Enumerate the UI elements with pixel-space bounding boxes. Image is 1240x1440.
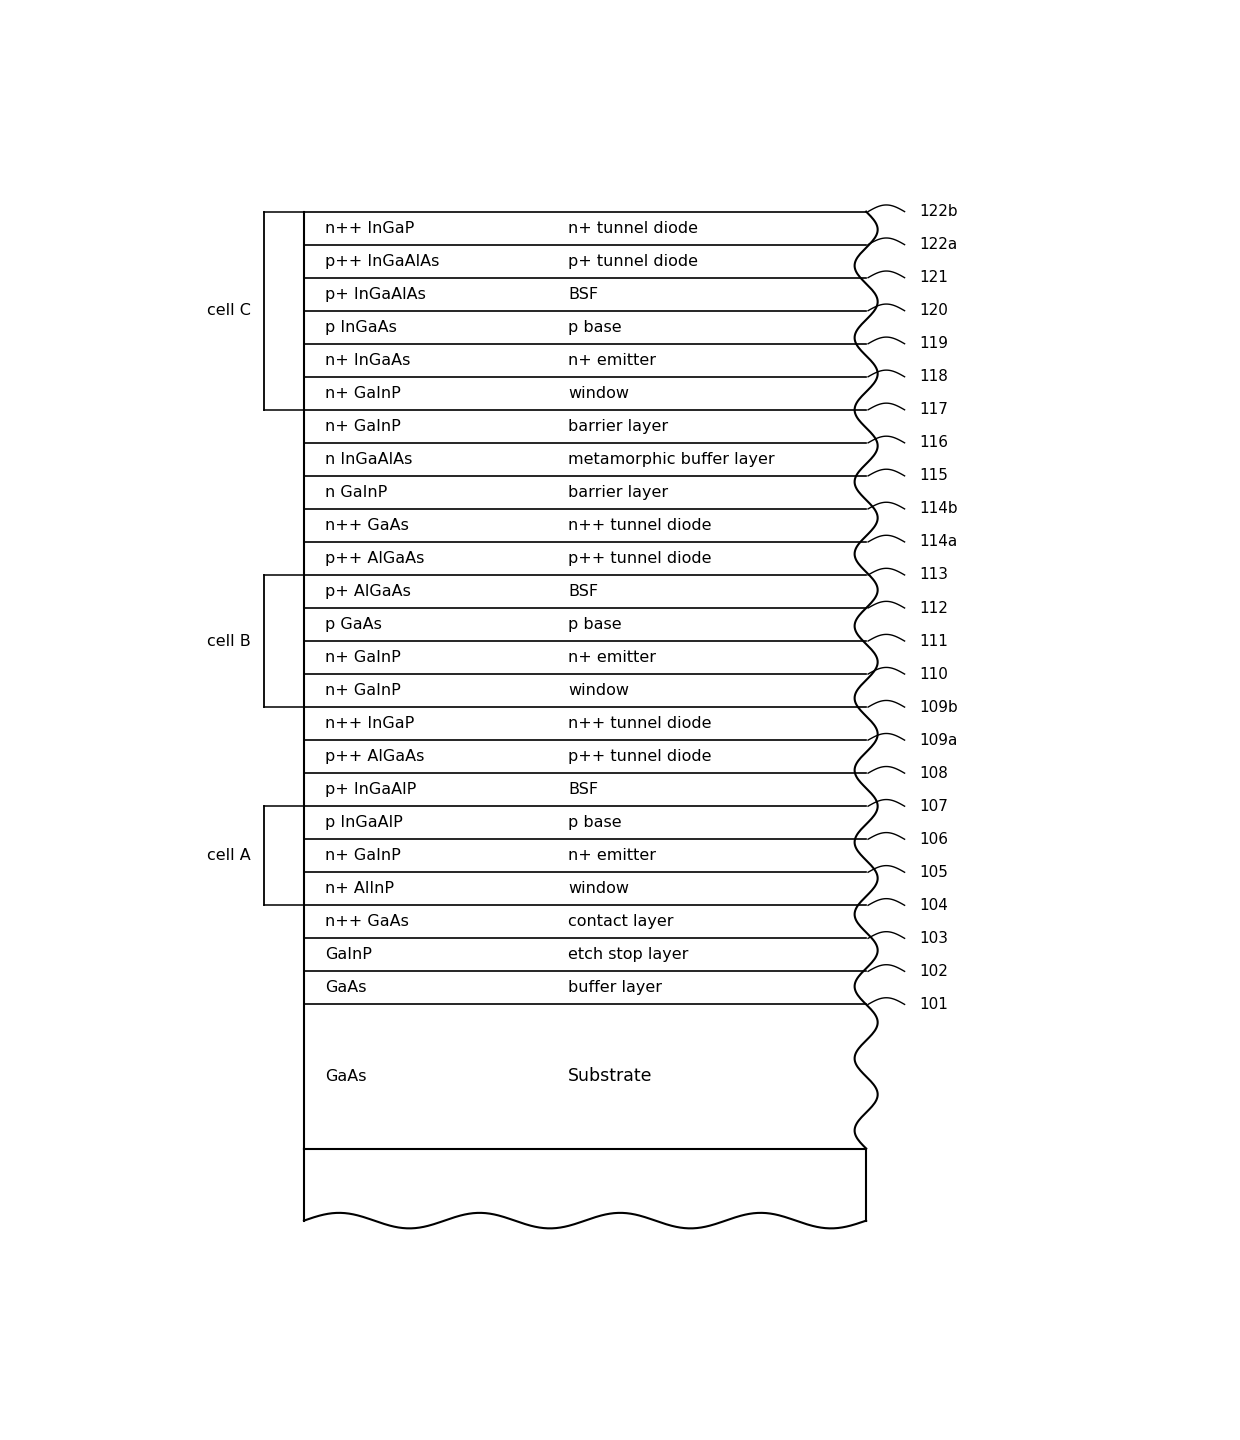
Text: contact layer: contact layer [568,914,673,929]
Text: 113: 113 [919,567,949,582]
Text: 109a: 109a [919,733,957,747]
Text: buffer layer: buffer layer [568,981,662,995]
Text: n InGaAlAs: n InGaAlAs [325,452,413,467]
Text: n+ InGaAs: n+ InGaAs [325,353,410,367]
Text: p GaAs: p GaAs [325,616,382,632]
Text: 110: 110 [919,667,947,681]
Text: n+ GaInP: n+ GaInP [325,386,401,400]
Text: barrier layer: barrier layer [568,485,668,500]
Text: BSF: BSF [568,287,599,302]
Text: p+ InGaAlP: p+ InGaAlP [325,782,417,798]
Text: n++ InGaP: n++ InGaP [325,220,414,236]
Text: p base: p base [568,320,621,334]
Text: p++ tunnel diode: p++ tunnel diode [568,749,712,765]
Text: cell C: cell C [207,304,250,318]
Text: 101: 101 [919,996,947,1012]
Text: cell A: cell A [207,848,250,863]
Text: n++ InGaP: n++ InGaP [325,716,414,732]
Text: 122a: 122a [919,238,957,252]
Text: Substrate: Substrate [568,1067,652,1086]
Text: n+ GaInP: n+ GaInP [325,848,401,863]
Text: n++ tunnel diode: n++ tunnel diode [568,518,712,533]
Text: 105: 105 [919,865,947,880]
Text: 122b: 122b [919,204,957,219]
Text: etch stop layer: etch stop layer [568,948,688,962]
Text: 102: 102 [919,963,947,979]
Text: p++ tunnel diode: p++ tunnel diode [568,552,712,566]
Text: n+ emitter: n+ emitter [568,649,656,665]
Text: window: window [568,386,629,400]
Text: n+ tunnel diode: n+ tunnel diode [568,220,698,236]
Text: n+ AlInP: n+ AlInP [325,881,394,896]
Text: p+ AlGaAs: p+ AlGaAs [325,585,410,599]
Text: 106: 106 [919,832,949,847]
Text: p++ AlGaAs: p++ AlGaAs [325,749,424,765]
Text: p++ InGaAlAs: p++ InGaAlAs [325,253,439,269]
Text: metamorphic buffer layer: metamorphic buffer layer [568,452,775,467]
Text: 115: 115 [919,468,947,484]
Text: GaAs: GaAs [325,1068,367,1084]
Text: n++ GaAs: n++ GaAs [325,518,409,533]
Text: window: window [568,881,629,896]
Text: p++ AlGaAs: p++ AlGaAs [325,552,424,566]
Text: n+ emitter: n+ emitter [568,848,656,863]
Text: 116: 116 [919,435,949,451]
Text: p base: p base [568,616,621,632]
Text: 121: 121 [919,271,947,285]
Text: n+ GaInP: n+ GaInP [325,683,401,698]
Text: 109b: 109b [919,700,957,714]
Text: window: window [568,683,629,698]
Text: 111: 111 [919,634,947,648]
Text: 107: 107 [919,799,947,814]
Text: 114b: 114b [919,501,957,517]
Text: cell B: cell B [207,634,250,648]
Text: n GaInP: n GaInP [325,485,387,500]
Text: 117: 117 [919,402,947,418]
Text: p+ InGaAlAs: p+ InGaAlAs [325,287,427,302]
Text: n+ emitter: n+ emitter [568,353,656,367]
Text: BSF: BSF [568,585,599,599]
Text: barrier layer: barrier layer [568,419,668,433]
Text: n++ tunnel diode: n++ tunnel diode [568,716,712,732]
Text: p+ tunnel diode: p+ tunnel diode [568,253,698,269]
Text: n+ GaInP: n+ GaInP [325,419,401,433]
Text: GaAs: GaAs [325,981,367,995]
Text: 104: 104 [919,897,947,913]
Text: n++ GaAs: n++ GaAs [325,914,409,929]
Text: p InGaAlP: p InGaAlP [325,815,403,831]
Text: 112: 112 [919,600,947,615]
Text: n+ GaInP: n+ GaInP [325,649,401,665]
Text: 120: 120 [919,304,947,318]
Text: p base: p base [568,815,621,831]
Text: p InGaAs: p InGaAs [325,320,397,334]
Text: 118: 118 [919,369,947,384]
Text: 103: 103 [919,930,949,946]
Text: GaInP: GaInP [325,948,372,962]
Text: 108: 108 [919,766,947,780]
Text: 114a: 114a [919,534,957,550]
Text: 119: 119 [919,336,949,351]
Text: BSF: BSF [568,782,599,798]
